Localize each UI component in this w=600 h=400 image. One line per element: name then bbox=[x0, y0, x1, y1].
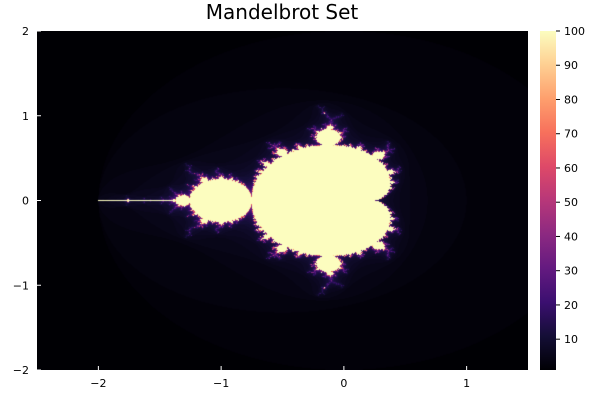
y-tick-label: 0 bbox=[22, 195, 29, 208]
y-tick-label: 1 bbox=[22, 110, 29, 123]
x-tick-label: 1 bbox=[463, 377, 470, 390]
colorbar bbox=[540, 31, 556, 370]
x-tick-label: 0 bbox=[340, 377, 347, 390]
colorbar-tick-label: 20 bbox=[564, 299, 578, 312]
y-axis-ticks: 2 1 0 −1 −2 bbox=[13, 25, 41, 377]
chart-title: Mandelbrot Set bbox=[206, 0, 359, 24]
colorbar-tick-label: 30 bbox=[564, 265, 578, 278]
colorbar-tick-label: 80 bbox=[564, 93, 578, 106]
colorbar-tick-label: 40 bbox=[564, 230, 578, 243]
colorbar-tick-label: 60 bbox=[564, 162, 578, 175]
colorbar-tick-label: 10 bbox=[564, 333, 578, 346]
colorbar-tick-label: 100 bbox=[564, 25, 585, 38]
heatmap-area bbox=[37, 31, 528, 370]
colorbar-tick-label: 50 bbox=[564, 196, 578, 209]
colorbar-ticks: 100 90 80 70 60 50 40 30 20 10 bbox=[556, 25, 585, 346]
y-tick-label: −2 bbox=[13, 364, 29, 377]
colorbar-tick-label: 90 bbox=[564, 59, 578, 72]
x-axis-ticks: −2 −1 0 1 bbox=[90, 366, 470, 390]
x-tick-label: −2 bbox=[90, 377, 106, 390]
x-tick-label: −1 bbox=[213, 377, 229, 390]
colorbar-tick-label: 70 bbox=[564, 128, 578, 141]
mandelbrot-heatmap bbox=[37, 31, 528, 370]
y-tick-label: −1 bbox=[13, 279, 29, 292]
y-tick-label: 2 bbox=[22, 25, 29, 38]
